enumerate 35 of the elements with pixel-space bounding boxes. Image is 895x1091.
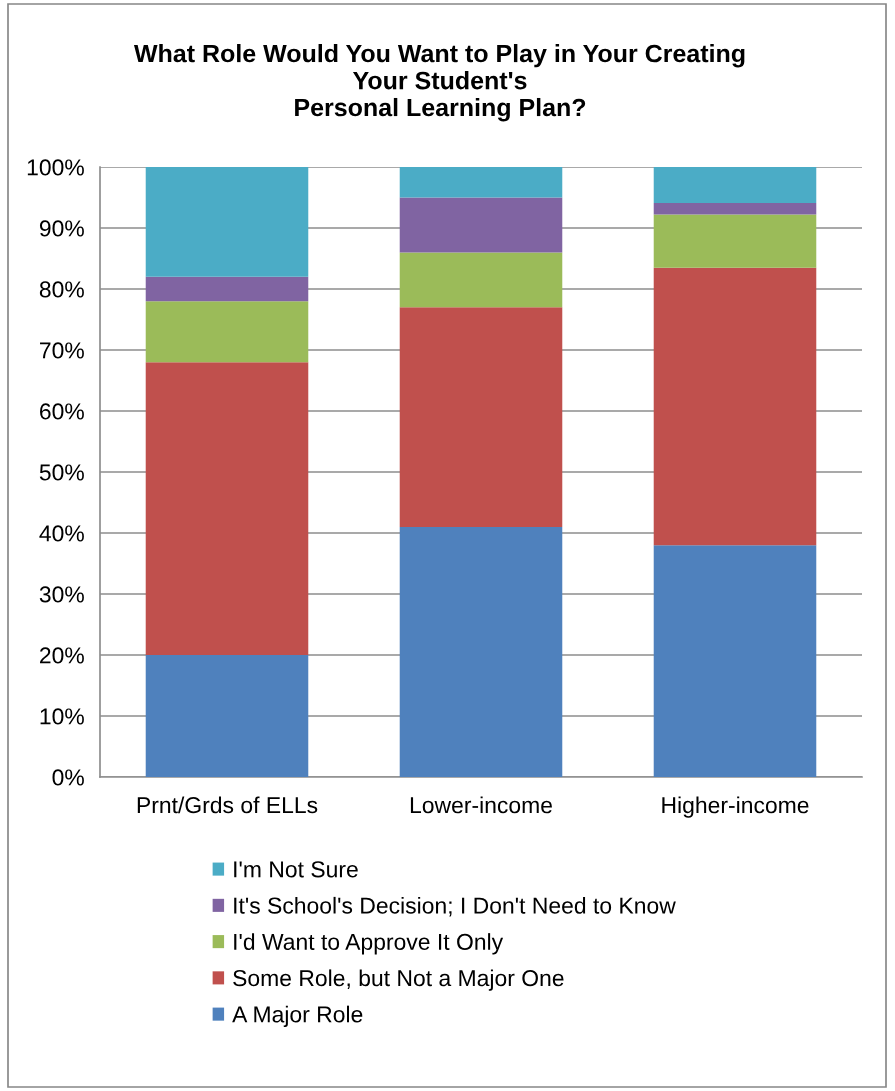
legend-label: It's School's Decision; I Don't Need to Know bbox=[234, 896, 676, 917]
bar bbox=[653, 202, 817, 215]
bar bbox=[653, 545, 817, 777]
y-tick-label: 100% bbox=[27, 159, 84, 176]
bar bbox=[653, 267, 817, 546]
legend-label: Some Role, but Not a Major One bbox=[233, 969, 564, 991]
y-tick-label: 90% bbox=[39, 220, 84, 237]
chart-title: What Role Would You Want to Play in Your Creating Your Student's Personal Learning Plan? bbox=[133, 44, 745, 122]
bar bbox=[399, 526, 563, 777]
y-tick-label: 50% bbox=[39, 464, 84, 481]
bar bbox=[399, 252, 563, 308]
y-tick-label: 40% bbox=[39, 525, 84, 542]
bar bbox=[145, 276, 309, 302]
bar bbox=[653, 214, 817, 268]
y-tick-label: 30% bbox=[39, 586, 84, 603]
y-tick-label: 10% bbox=[40, 708, 84, 725]
legend-label: I'd Want to Approve It Only bbox=[234, 933, 504, 955]
bar bbox=[399, 307, 563, 527]
bar bbox=[399, 197, 563, 253]
y-tick-label: 60% bbox=[40, 403, 84, 420]
bar bbox=[653, 167, 817, 203]
bar bbox=[145, 301, 309, 363]
y-tick-label: 70% bbox=[40, 342, 84, 359]
y-tick-label: 80% bbox=[39, 281, 84, 298]
y-tick-label: 0% bbox=[52, 769, 84, 786]
bar bbox=[399, 167, 563, 198]
bar bbox=[145, 655, 309, 777]
x-tick-label: Higher-income bbox=[662, 796, 809, 818]
bar bbox=[145, 167, 309, 277]
legend-label: A Major Role bbox=[232, 1005, 363, 1028]
legend-label: I'm Not Sure bbox=[234, 861, 358, 878]
bar bbox=[145, 362, 309, 655]
x-tick-label: Lower-income bbox=[410, 796, 552, 814]
x-tick-label: Prnt/Grds of ELLs bbox=[137, 796, 318, 814]
y-tick-label: 20% bbox=[40, 647, 84, 664]
